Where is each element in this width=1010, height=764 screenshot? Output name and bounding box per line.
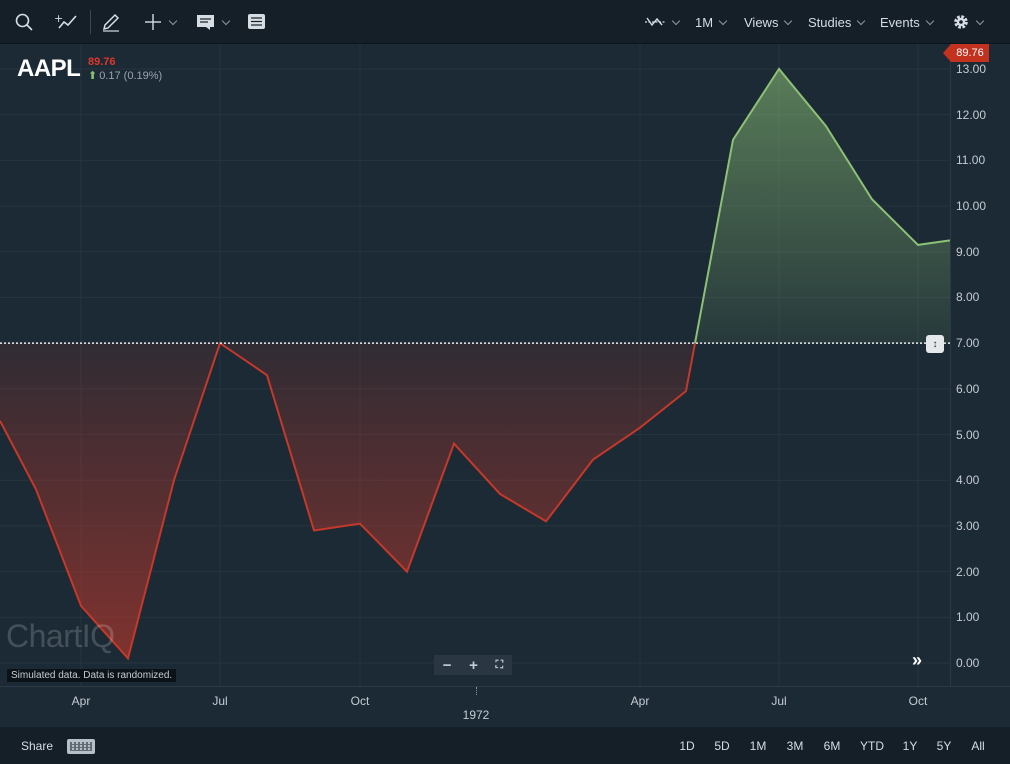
- top-toolbar: + 1M Views Studies: [0, 0, 1010, 44]
- y-axis-label: 8.00: [956, 290, 980, 305]
- chevron-down-icon: [671, 16, 681, 26]
- y-axis-label: 2.00: [956, 564, 980, 579]
- x-axis-year-label: 1972: [462, 708, 490, 722]
- y-axis[interactable]: [950, 44, 1010, 686]
- zoom-controls: − + ⛶: [434, 655, 512, 675]
- period-button-1y[interactable]: 1Y: [902, 739, 918, 753]
- period-button-3m[interactable]: 3M: [786, 739, 804, 753]
- year-tick: [476, 687, 477, 695]
- info-panel-icon[interactable]: [196, 0, 231, 44]
- keyboard-icon[interactable]: [67, 739, 95, 754]
- chevron-down-icon: [857, 16, 866, 26]
- y-axis-label: 11.00: [956, 153, 986, 168]
- crosshair-icon[interactable]: [143, 0, 178, 44]
- add-comparison-icon[interactable]: +: [54, 0, 78, 44]
- y-axis-label: 3.00: [956, 518, 980, 533]
- share-button[interactable]: Share: [21, 739, 54, 753]
- settings-icon: [954, 15, 968, 29]
- y-axis-label: 7.00: [956, 336, 980, 351]
- events-label: Events: [880, 14, 920, 30]
- chevron-down-icon: [718, 16, 728, 26]
- toolbar-divider: [90, 10, 91, 34]
- zoom-out-button[interactable]: −: [442, 656, 452, 674]
- table-view-icon[interactable]: [247, 0, 267, 44]
- chart-plot[interactable]: [0, 44, 950, 686]
- y-axis-label: 13.00: [956, 62, 987, 76]
- svg-text:+: +: [54, 12, 63, 25]
- views-menu[interactable]: Views: [744, 0, 793, 44]
- periodicity-menu[interactable]: 1M: [695, 0, 728, 44]
- x-axis-label: Jul: [771, 694, 787, 708]
- baseline-drag-handle[interactable]: ↕: [926, 335, 944, 353]
- series-line-above-baseline: [694, 67, 950, 344]
- footer-bar: Share 1D 5D 1M 3M 6M YTD 1Y 5Y All: [0, 727, 1010, 764]
- zoom-in-button[interactable]: +: [469, 656, 478, 674]
- x-axis-label: Oct: [908, 694, 928, 708]
- period-button-5d[interactable]: 5D: [714, 739, 730, 753]
- scroll-to-end-icon[interactable]: »: [912, 650, 923, 670]
- chartiq-watermark: ChartIQ: [6, 618, 115, 654]
- y-axis-label: 4.00: [956, 473, 980, 488]
- period-button-5y[interactable]: 5Y: [936, 739, 952, 753]
- x-axis-label: Apr: [71, 694, 91, 708]
- y-axis-label: 0.00: [956, 656, 980, 670]
- symbol-label[interactable]: AAPL: [17, 55, 81, 82]
- views-label: Views: [744, 14, 779, 30]
- simulated-data-notice: Simulated data. Data is randomized.: [7, 669, 177, 682]
- y-axis-label: 10.00: [956, 199, 987, 214]
- y-axis-label: 6.00: [956, 381, 980, 396]
- draw-icon[interactable]: [100, 0, 122, 44]
- below-baseline-area: [0, 343, 695, 659]
- period-button-1m[interactable]: 1M: [749, 739, 767, 753]
- x-axis-label: Oct: [350, 694, 370, 708]
- y-axis-label: 5.00: [956, 427, 980, 442]
- chart-series: [0, 67, 950, 661]
- settings-menu[interactable]: [952, 0, 985, 44]
- y-axis-label: 1.00: [956, 610, 980, 625]
- chevron-down-icon: [975, 16, 985, 26]
- search-icon[interactable]: [14, 0, 34, 44]
- chevron-down-icon: [784, 16, 793, 26]
- period-button-all[interactable]: All: [971, 739, 985, 753]
- current-price: 89.76: [88, 56, 116, 68]
- price-change-value: 0.17 (0.19%): [99, 69, 163, 82]
- price-change: ⬆ 0.17 (0.19%): [88, 69, 163, 83]
- period-button-6m[interactable]: 6M: [823, 739, 841, 753]
- chevron-down-icon: [221, 16, 231, 26]
- fullscreen-icon[interactable]: ⛶: [495, 658, 504, 671]
- series-line-below-baseline: [0, 341, 696, 661]
- x-axis-label: Apr: [630, 694, 650, 708]
- current-price-tag: 89.76: [943, 44, 989, 62]
- period-button-1d[interactable]: 1D: [679, 739, 695, 753]
- up-arrow-icon: ⬆: [88, 70, 98, 82]
- period-button-ytd[interactable]: YTD: [860, 739, 884, 753]
- periodicity-label: 1M: [695, 14, 714, 30]
- events-menu[interactable]: Events: [880, 0, 934, 44]
- studies-menu[interactable]: Studies: [808, 0, 866, 44]
- x-axis[interactable]: [0, 686, 1010, 726]
- y-axis-label: 12.00: [956, 107, 987, 122]
- above-baseline-area: [695, 69, 950, 344]
- x-axis-label: Jul: [212, 694, 228, 708]
- studies-label: Studies: [808, 14, 852, 30]
- y-axis-label: 9.00: [956, 244, 980, 259]
- chart-type-icon[interactable]: [644, 0, 681, 44]
- chevron-down-icon: [168, 16, 178, 26]
- chevron-down-icon: [925, 16, 934, 26]
